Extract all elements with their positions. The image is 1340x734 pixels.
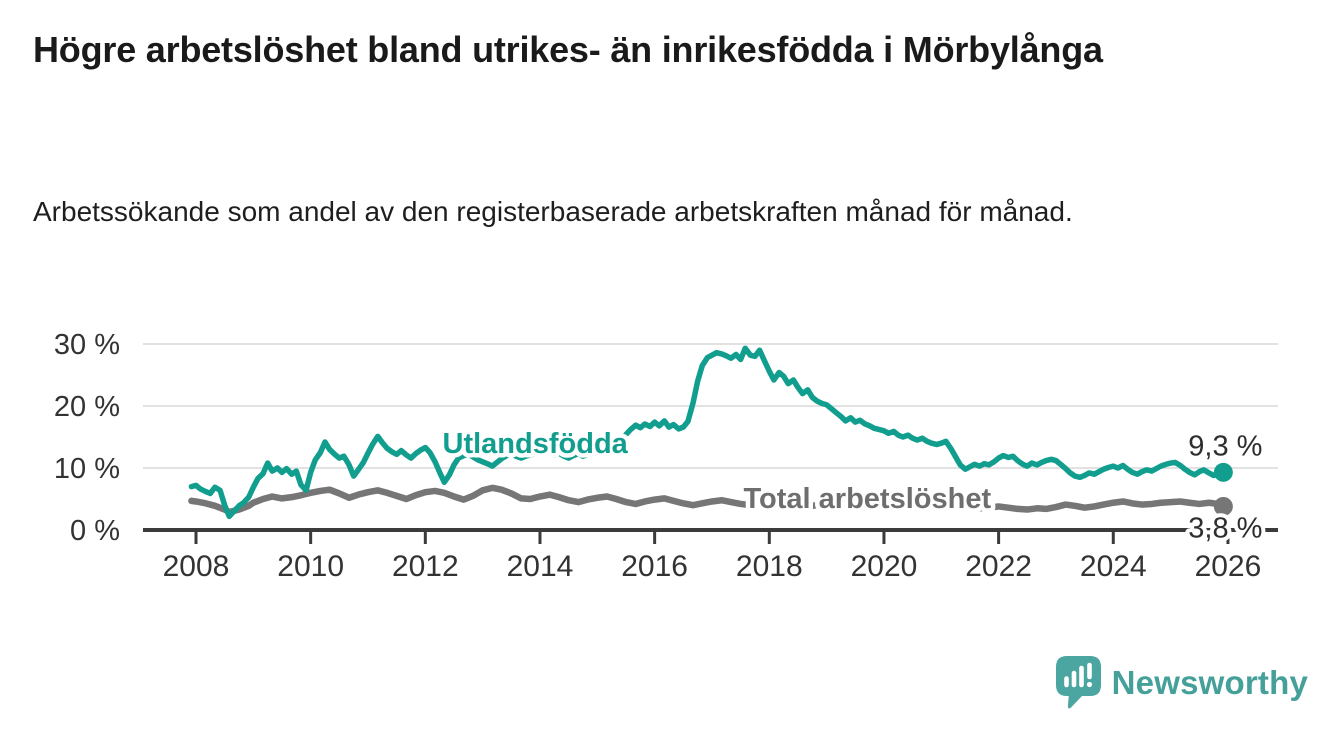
end-value-label-utlandsfodda: 9,3 % xyxy=(1188,430,1262,462)
brand-name: Newsworthy xyxy=(1111,664,1308,701)
y-axis-label: 30 % xyxy=(54,329,120,361)
line-chart: 0 % 10 % 20 % 30 % 2008 2010 2012 2014 2016 2018 2… xyxy=(54,329,1278,583)
series-end-dot-utlandsfodda xyxy=(1213,462,1233,482)
x-axis-label: 2016 xyxy=(621,550,688,583)
series-line-total xyxy=(188,484,1227,516)
y-axis-label: 0 % xyxy=(70,515,120,547)
series-label-utlandsfodda: Utlandsfödda xyxy=(443,428,629,460)
y-axis-label: 20 % xyxy=(54,391,120,423)
end-value-label-total: 3,8 % xyxy=(1188,512,1262,544)
page-title: Högre arbetslöshet bland utrikes- än inr… xyxy=(33,29,1103,70)
series-end-dot-total xyxy=(1213,496,1233,516)
page-subtitle: Arbetssökande som andel av den registerb… xyxy=(33,196,1073,227)
brand-footer: Newsworthy xyxy=(1055,656,1308,710)
newsworthy-logo-icon xyxy=(1055,656,1101,709)
series-line-utlandsfodda xyxy=(188,345,1227,520)
x-axis-label: 2022 xyxy=(965,550,1032,583)
exclamation-dot xyxy=(1086,681,1092,688)
x-axis-label: 2026 xyxy=(1195,550,1262,583)
x-axis-label: 2020 xyxy=(851,550,918,583)
x-axis-label: 2014 xyxy=(507,550,574,583)
x-axis-label: 2010 xyxy=(277,550,344,583)
y-axis-label: 10 % xyxy=(54,453,120,485)
x-axis-label: 2024 xyxy=(1080,550,1147,583)
bar-chart-glyph xyxy=(1063,662,1092,688)
speech-bubble-shape xyxy=(1055,656,1101,709)
x-axis-label: 2012 xyxy=(392,550,459,583)
x-axis-label: 2018 xyxy=(736,550,803,583)
series-label-total: Total arbetslöshet xyxy=(744,483,992,515)
x-axis-label: 2008 xyxy=(163,550,230,583)
